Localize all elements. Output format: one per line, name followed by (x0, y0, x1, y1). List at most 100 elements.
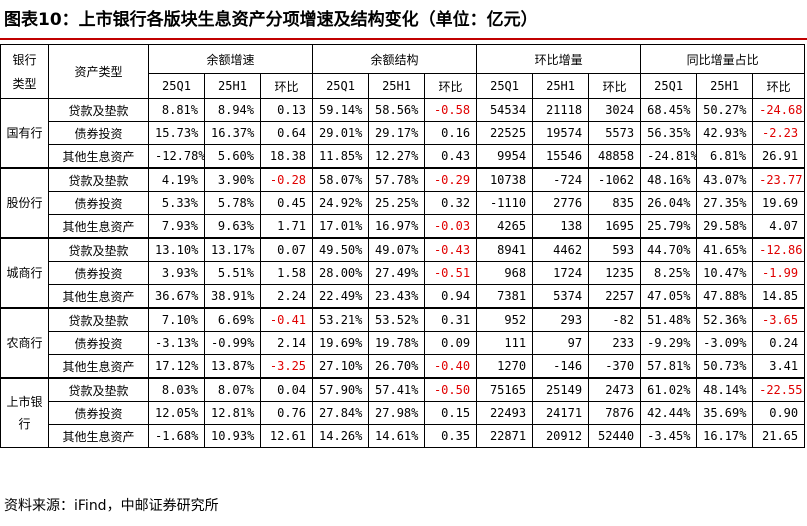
table-row: 城商行 贷款及垫款 13.10% 13.17% 0.07 49.50% 49.07% -0.4… (0, 237, 806, 309)
value-cell: 97 (532, 331, 590, 355)
value-cell: 52440 (588, 424, 642, 448)
value-cell: 48.16% (640, 167, 698, 192)
header-bank-type: 银行类型 (0, 44, 49, 99)
asset-type-cell: 债券投资 (48, 191, 149, 215)
value-cell: 8.07% (204, 377, 261, 402)
value-cell: 293 (532, 307, 590, 332)
value-cell: 12.05% (148, 401, 205, 425)
value-cell: 3.90% (204, 167, 261, 192)
value-cell: 0.35 (424, 424, 478, 448)
value-cell: 2776 (532, 191, 590, 215)
value-cell: -9.29% (640, 331, 698, 355)
asset-type-cell: 债券投资 (48, 401, 149, 425)
asset-type-cell: 其他生息资产 (48, 144, 149, 169)
table-row: 其他生息资产 -1.68% 10.93% 12.61 14.26% 14.61% 0.35 2… (1, 424, 806, 448)
asset-type-cell: 债券投资 (48, 331, 149, 355)
value-cell: 15.73% (148, 121, 205, 145)
value-cell: 3024 (588, 98, 642, 122)
table-row: 农商行 贷款及垫款 7.10% 6.69% -0.41 53.21% 53.52% 0.31 9… (0, 307, 806, 379)
value-cell: 0.31 (424, 307, 478, 332)
value-cell: -12.78% (148, 144, 205, 169)
value-cell: 25149 (532, 377, 590, 402)
value-cell: 29.17% (368, 121, 426, 145)
value-cell: -82 (588, 307, 642, 332)
value-cell: 15546 (532, 144, 590, 169)
asset-type-cell: 债券投资 (48, 121, 149, 145)
asset-type-cell: 贷款及垫款 (48, 167, 149, 192)
value-cell: 58.07% (312, 167, 370, 192)
value-cell: 8.94% (204, 98, 261, 122)
value-cell: 43.07% (696, 167, 754, 192)
value-cell: 1235 (588, 261, 642, 285)
value-cell: 59.14% (312, 98, 370, 122)
asset-type-cell: 贷款及垫款 (48, 237, 149, 262)
value-cell: 8941 (476, 237, 534, 262)
value-cell: 1270 (476, 354, 534, 379)
data-table: 银行类型 资产类型 余额增速 余额结构 环比增量 同比增量占比 25Q1 25H… (0, 44, 806, 448)
header-25h1: 25H1 (696, 73, 754, 99)
value-cell: 53.21% (312, 307, 370, 332)
value-cell: 0.09 (424, 331, 478, 355)
value-cell: 18.38 (259, 144, 314, 169)
value-cell: 25.79% (640, 214, 698, 239)
asset-type-cell: 贷款及垫款 (48, 307, 149, 332)
value-cell: 50.27% (696, 98, 754, 122)
value-cell: -0.28 (259, 167, 314, 192)
value-cell: 1.58 (259, 261, 314, 285)
value-cell: 4265 (476, 214, 534, 239)
value-cell: 0.24 (752, 331, 806, 355)
header-group-structure: 余额结构 (312, 44, 478, 74)
value-cell: 75165 (476, 377, 534, 402)
header-25h1: 25H1 (368, 73, 426, 99)
value-cell: 8.81% (148, 98, 205, 122)
table-row: 债券投资 12.05% 12.81% 0.76 27.84% 27.98% 0.15 2249… (1, 401, 806, 425)
value-cell: -24.81% (640, 144, 698, 169)
value-cell: 9.63% (204, 214, 261, 239)
value-cell: -3.65 (752, 307, 806, 332)
value-cell: 16.37% (204, 121, 261, 145)
asset-type-cell: 贷款及垫款 (48, 377, 149, 402)
value-cell: 52.36% (696, 307, 754, 332)
header-25h1: 25H1 (532, 73, 590, 99)
value-cell: 233 (588, 331, 642, 355)
value-cell: 22525 (476, 121, 534, 145)
value-cell: 20912 (532, 424, 590, 448)
value-cell: -0.50 (424, 377, 478, 402)
value-cell: 0.43 (424, 144, 478, 169)
value-cell: -0.51 (424, 261, 478, 285)
value-cell: -2.23 (752, 121, 806, 145)
value-cell: 27.84% (312, 401, 370, 425)
value-cell: 12.61 (259, 424, 314, 448)
value-cell: 16.17% (696, 424, 754, 448)
value-cell: 41.65% (696, 237, 754, 262)
value-cell: 7.10% (148, 307, 205, 332)
value-cell: 22493 (476, 401, 534, 425)
header-group-growth: 余额增速 (147, 44, 314, 74)
value-cell: 26.70% (368, 354, 426, 379)
header-group-increment: 环比增量 (476, 44, 642, 74)
value-cell: 14.61% (368, 424, 426, 448)
header-qoq: 环比 (259, 73, 314, 99)
value-cell: -3.45% (640, 424, 698, 448)
value-cell: 42.44% (640, 401, 698, 425)
value-cell: 51.48% (640, 307, 698, 332)
value-cell: -24.68 (752, 98, 806, 122)
table-row: 债券投资 3.93% 5.51% 1.58 28.00% 27.49% -0.51 968 17… (1, 261, 806, 285)
table-row: 国有行 贷款及垫款 8.81% 8.94% 0.13 59.14% 58.56% -0.58 5… (0, 98, 806, 169)
value-cell: 21.65 (752, 424, 806, 448)
value-cell: 48858 (588, 144, 642, 169)
value-cell: 6.81% (696, 144, 754, 169)
value-cell: 10.93% (204, 424, 261, 448)
value-cell: -0.43 (424, 237, 478, 262)
value-cell: 57.41% (368, 377, 426, 402)
value-cell: 7381 (476, 284, 534, 309)
value-cell: 7876 (588, 401, 642, 425)
value-cell: 0.45 (259, 191, 314, 215)
value-cell: 968 (476, 261, 534, 285)
value-cell: 0.64 (259, 121, 314, 145)
header-asset-type: 资产类型 (48, 44, 149, 99)
value-cell: 21118 (532, 98, 590, 122)
value-cell: 835 (588, 191, 642, 215)
value-cell: 47.05% (640, 284, 698, 309)
value-cell: 0.04 (259, 377, 314, 402)
